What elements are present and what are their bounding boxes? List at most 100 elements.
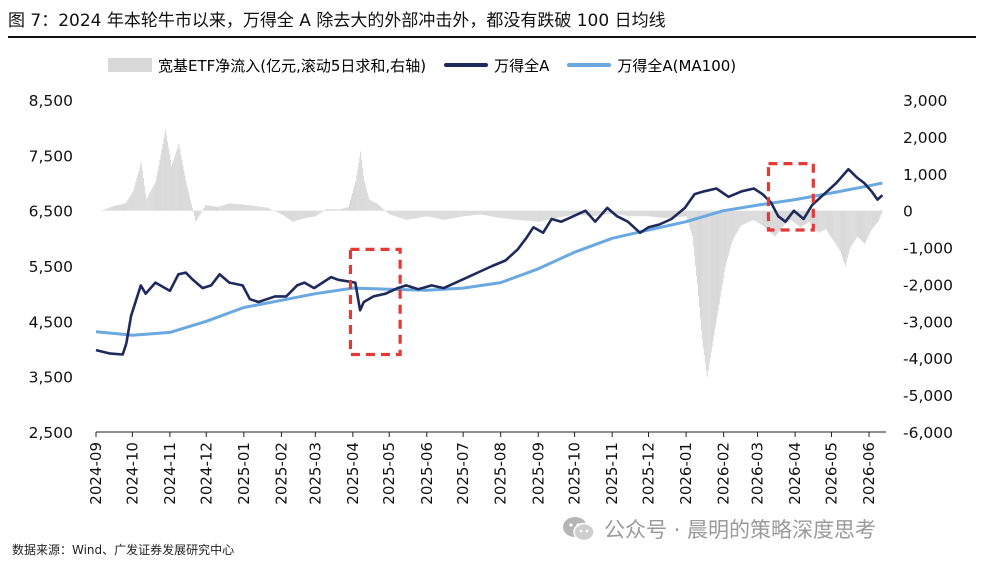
etf-flow-bar [442,210,444,220]
etf-flow-bar [847,210,849,255]
etf-flow-bar [707,210,709,371]
etf-flow-bar [840,210,842,252]
etf-flow-bar [800,210,802,228]
etf-flow-bar [328,208,330,211]
etf-flow-bar [757,210,759,223]
etf-flow-bar [696,210,698,277]
etf-flow-bar [717,210,719,311]
right-axis-tick-label: 0 [903,203,913,221]
x-axis-tick-label: 2026-03 [749,442,767,505]
etf-flow-bar [302,210,304,219]
etf-flow-bar [145,199,147,211]
etf-flow-bar [666,210,668,218]
etf-flow-bar [628,210,630,217]
etf-flow-bar [487,210,489,216]
etf-flow-bar [837,210,839,248]
etf-flow-bar [855,210,857,239]
etf-flow-bar [641,210,643,217]
etf-flow-bar [507,210,509,219]
etf-flow-bar [742,210,744,225]
etf-flow-bar [501,210,503,219]
etf-flow-bar [319,210,321,214]
etf-flow-bar [159,159,161,211]
etf-flow-bar [215,206,217,211]
etf-flow-bar [829,210,831,236]
etf-flow-bar [495,210,497,218]
etf-flow-bar [834,210,836,244]
etf-flow-bar [722,210,724,279]
x-axis-tick-label: 2025-07 [454,442,472,505]
etf-flow-bar [187,192,189,211]
etf-flow-bar [100,210,102,212]
etf-flow-bar [560,210,562,218]
etf-flow-bar [141,170,143,211]
etf-flow-bar [233,203,235,211]
etf-flow-bar [769,210,771,232]
etf-flow-bar [480,210,482,215]
etf-flow-bar [643,210,645,217]
etf-flow-bar [606,210,608,215]
etf-flow-bar [262,207,264,211]
etf-flow-bar [429,210,431,217]
etf-flow-bar [106,208,108,211]
etf-flow-bar [876,210,878,224]
etf-flow-bar [466,210,468,216]
etf-flow-bar [315,210,317,217]
etf-flow-bar [514,210,516,220]
etf-flow-bar [861,210,863,242]
etf-flow-bar [749,210,751,222]
etf-flow-bar [830,210,832,237]
etf-flow-bar [443,210,445,220]
legend-label-index: 万得全A [494,56,550,75]
etf-flow-bar [186,188,188,211]
etf-flow-bar [617,210,619,215]
etf-flow-bar [636,210,638,217]
etf-flow-bar [272,210,274,212]
etf-flow-bar [608,210,610,215]
etf-flow-bar [372,201,374,211]
etf-flow-bar [566,210,568,216]
etf-flow-bar [402,210,404,219]
etf-flow-bar [691,210,693,233]
etf-flow-bar [401,210,403,219]
etf-flow-bar [735,210,737,235]
etf-flow-bar [390,210,392,215]
etf-flow-bar [605,210,607,215]
etf-flow-bar [491,210,493,217]
etf-flow-bar [174,157,176,211]
etf-flow-bar [540,210,542,222]
etf-flow-bar [205,205,207,211]
etf-flow-bar [277,210,279,213]
etf-flow-bar [567,210,569,216]
etf-flow-bar [747,210,749,223]
etf-flow-bar [341,208,343,211]
etf-flow-bar [820,210,822,232]
etf-flow-bar [794,210,796,223]
etf-flow-bar [538,210,540,222]
title-rule [8,36,976,38]
etf-flow-bar [848,210,850,251]
etf-flow-bar [590,210,592,217]
etf-flow-bar [761,210,763,226]
etf-flow-bar [123,203,125,211]
etf-flow-bar [110,207,112,211]
x-axis-tick-label: 2025-02 [272,442,290,505]
x-axis-tick-label: 2025-11 [603,442,621,505]
etf-flow-bar [227,203,229,211]
x-axis-tick-label: 2025-01 [235,442,253,505]
etf-flow-bar [432,210,434,218]
etf-flow-bar [339,209,341,211]
etf-flow-bar [637,210,639,217]
etf-flow-bar [499,210,501,218]
etf-flow-bar [211,206,213,211]
etf-flow-bar [400,210,402,218]
etf-flow-bar [595,210,597,216]
etf-flow-bar [357,169,359,211]
etf-flow-bar [500,210,502,219]
etf-flow-bar [523,210,525,221]
etf-flow-bar [865,210,867,242]
etf-flow-bar [318,210,320,215]
etf-flow-bar [793,210,795,223]
etf-flow-bar [574,210,576,215]
etf-flow-bar [298,210,300,220]
